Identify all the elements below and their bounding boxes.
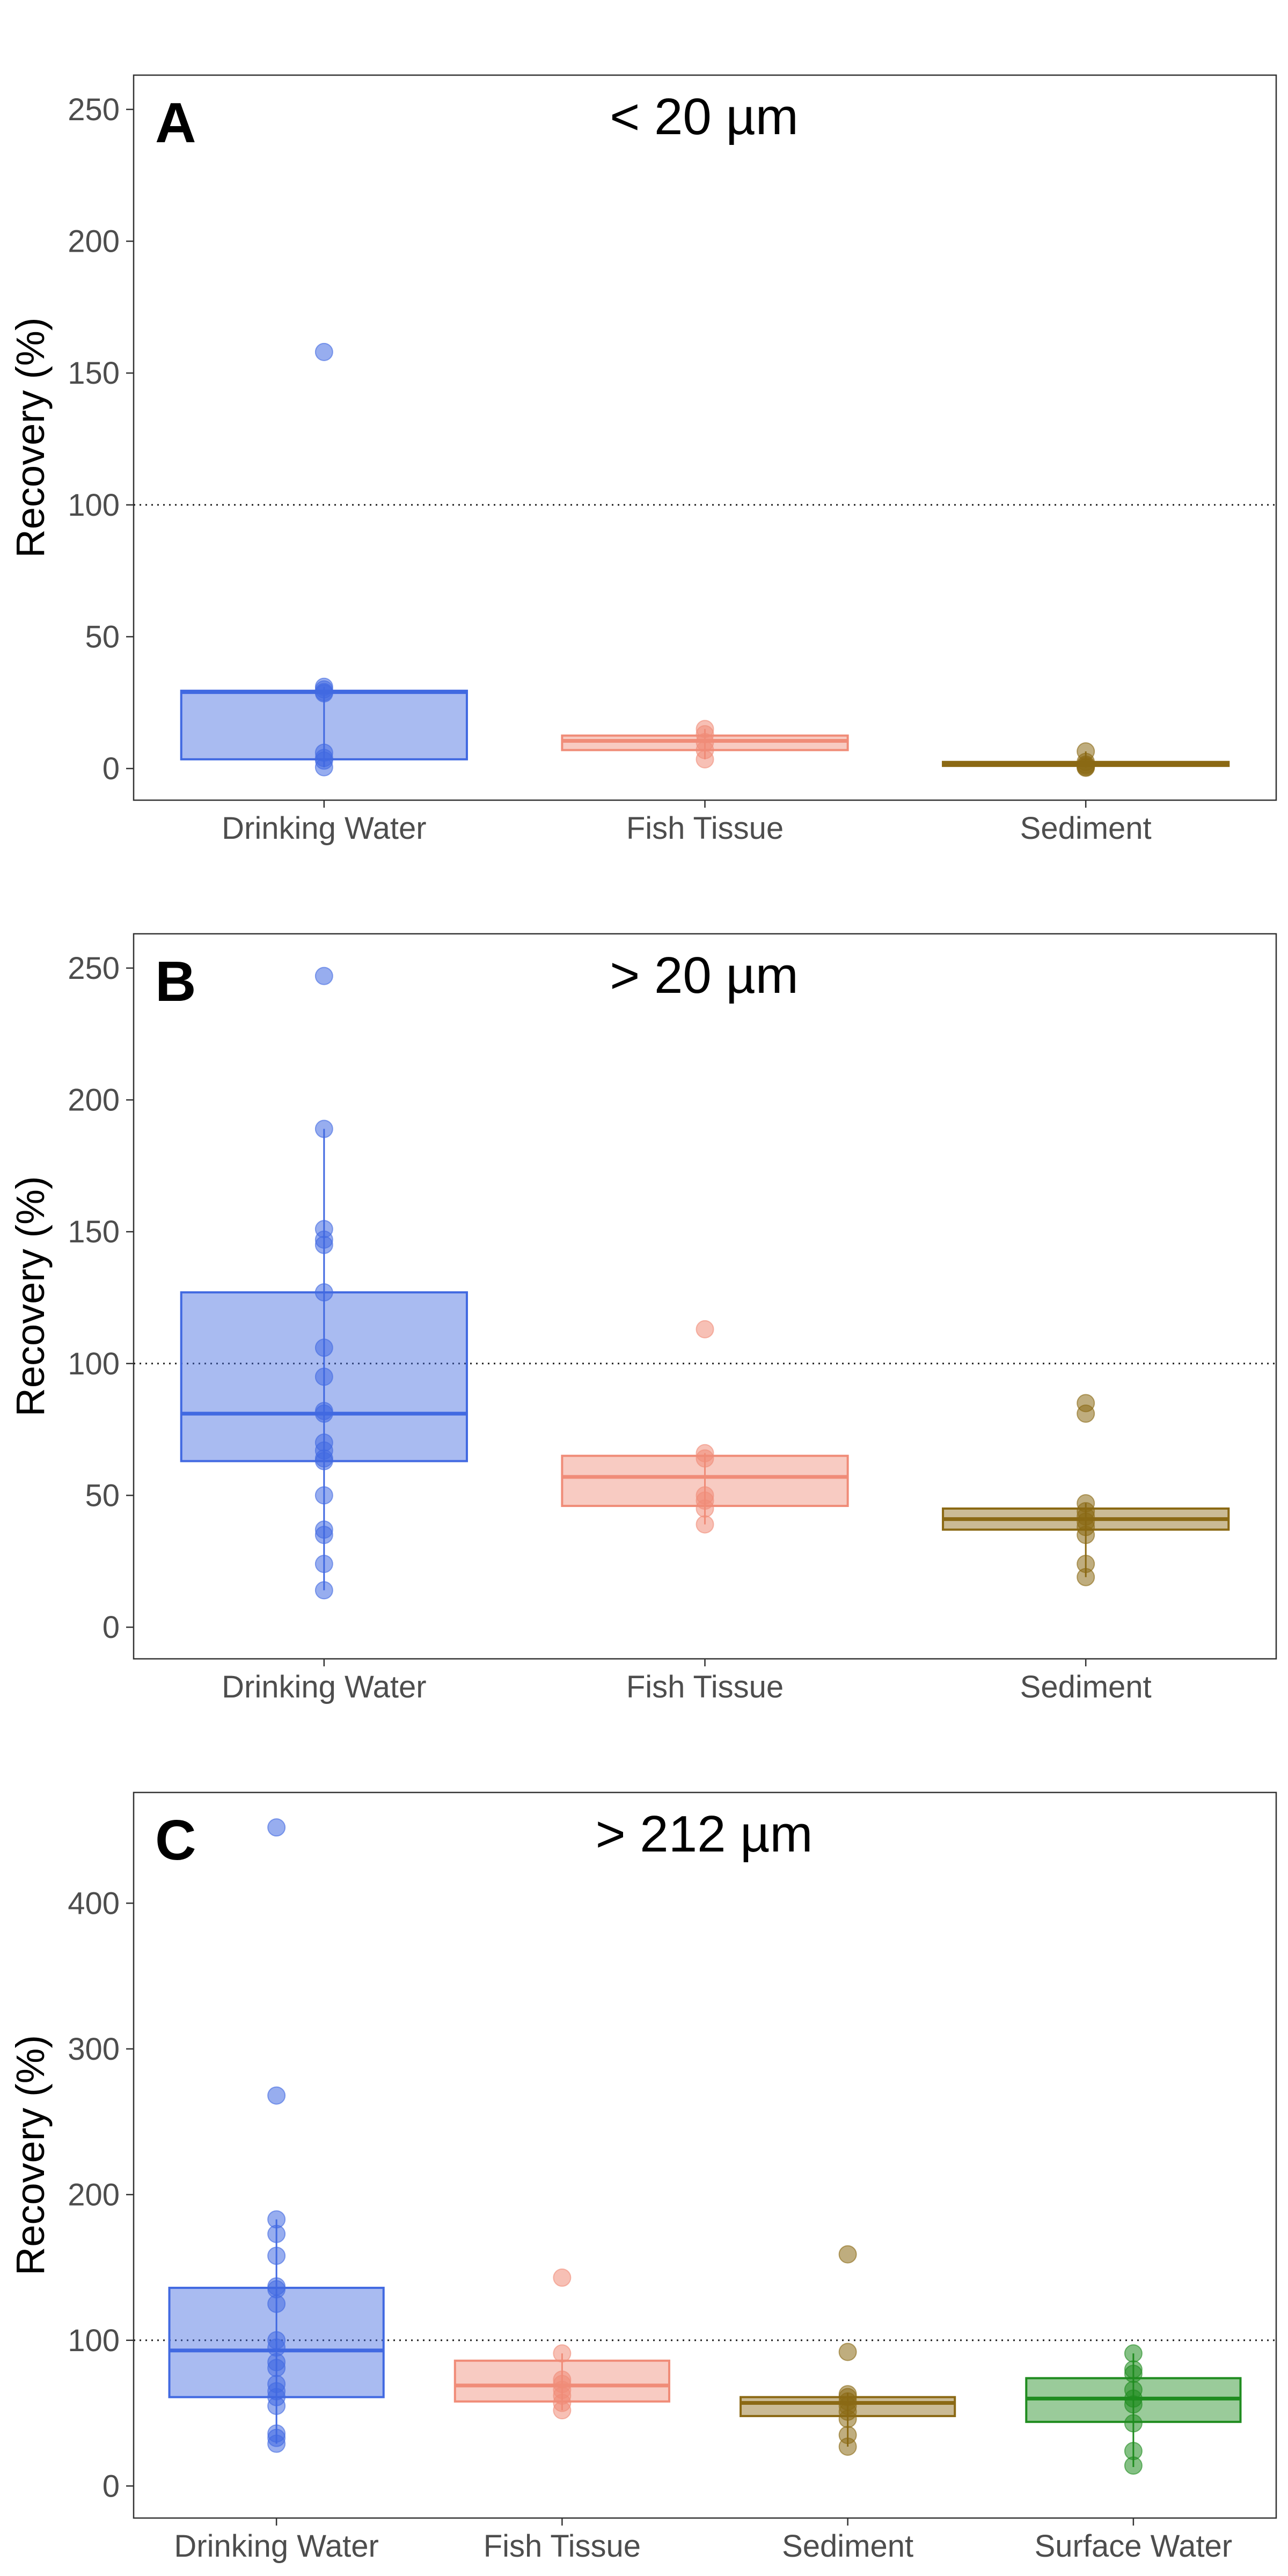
x-tick-label-sediment: Sediment xyxy=(782,2529,913,2564)
data-point xyxy=(696,1499,714,1518)
data-point xyxy=(1124,2456,1143,2475)
data-point xyxy=(314,342,333,361)
data-point xyxy=(696,1449,714,1468)
y-tick-label: 100 xyxy=(68,1346,120,1381)
data-point xyxy=(553,2268,572,2287)
data-point xyxy=(314,1452,333,1470)
box-fish-tissue xyxy=(561,720,849,769)
data-point xyxy=(1077,1404,1095,1423)
data-point xyxy=(696,1320,714,1338)
data-point xyxy=(314,1555,333,1574)
x-tick-label-fish-tissue: Fish Tissue xyxy=(484,2529,641,2564)
data-point xyxy=(838,2437,857,2456)
panel-c: 0 100 200 300 400 Recovery (%) C > 212 µm Drinki… xyxy=(8,1791,1277,2564)
data-point xyxy=(553,2344,572,2363)
data-point xyxy=(838,2245,857,2264)
y-tick-label: 0 xyxy=(103,2469,120,2504)
panel-label: C xyxy=(155,1809,196,1872)
data-point xyxy=(267,2294,286,2313)
box-fish-tissue xyxy=(453,2268,670,2420)
data-point xyxy=(314,1119,333,1138)
data-point xyxy=(314,1235,333,1254)
data-point xyxy=(1077,758,1095,777)
panel-label: B xyxy=(155,950,196,1013)
y-tick-label: 50 xyxy=(85,619,120,654)
x-tick-label-sediment: Sediment xyxy=(1020,811,1152,846)
box-drinking-water xyxy=(168,1818,385,2453)
box-sediment xyxy=(740,2245,956,2456)
data-point xyxy=(314,1338,333,1357)
y-tick-label: 200 xyxy=(68,2177,120,2212)
x-tick-label-fish-tissue: Fish Tissue xyxy=(626,811,784,846)
y-tick-label: 50 xyxy=(85,1478,120,1513)
panel-a: 0 50 100 150 200 250 Recovery (%) A < 20 µm Drink… xyxy=(8,74,1277,846)
data-point xyxy=(1077,1568,1095,1586)
data-point xyxy=(314,1404,333,1423)
y-tick-label: 400 xyxy=(68,1886,120,1921)
y-tick-label: 200 xyxy=(68,1083,120,1118)
data-point xyxy=(1124,2395,1143,2414)
data-point xyxy=(267,2224,286,2243)
y-tick-label: 0 xyxy=(103,751,120,786)
x-tick-label-drinking-water: Drinking Water xyxy=(222,1670,426,1704)
box-drinking-water xyxy=(180,967,468,1600)
y-tick-label: 200 xyxy=(68,224,120,259)
y-tick-label: 0 xyxy=(103,1610,120,1645)
data-point xyxy=(696,1515,714,1534)
box-sediment xyxy=(942,1394,1230,1586)
y-tick-label: 100 xyxy=(68,488,120,523)
data-point xyxy=(1124,2414,1143,2433)
data-point xyxy=(838,2343,857,2361)
data-point xyxy=(1124,2365,1143,2383)
data-point xyxy=(314,1486,333,1505)
y-tick-label: 150 xyxy=(68,356,120,391)
data-point xyxy=(267,2396,286,2415)
x-tick-label-drinking-water: Drinking Water xyxy=(174,2529,378,2564)
data-point xyxy=(696,750,714,769)
y-tick-label: 250 xyxy=(68,92,120,127)
y-tick-label: 300 xyxy=(68,2032,120,2067)
data-point xyxy=(838,2410,857,2428)
box-surface-water xyxy=(1025,2344,1242,2475)
x-tick-label-drinking-water: Drinking Water xyxy=(222,811,426,846)
data-point xyxy=(1124,2344,1143,2363)
y-axis-label: Recovery (%) xyxy=(8,2035,53,2275)
box-drinking-water xyxy=(180,342,468,777)
data-point xyxy=(267,1818,286,1837)
x-tick-label-sediment: Sediment xyxy=(1020,1670,1152,1704)
y-tick-label: 250 xyxy=(68,951,120,986)
y-axis-label: Recovery (%) xyxy=(8,1176,53,1416)
panel-title: > 20 µm xyxy=(610,947,798,1004)
data-point xyxy=(314,1367,333,1386)
data-point xyxy=(267,2434,286,2453)
box-sediment xyxy=(942,742,1230,777)
x-tick-label-surface-water: Surface Water xyxy=(1035,2529,1233,2564)
y-tick-label: 150 xyxy=(68,1214,120,1249)
panel-title: > 212 µm xyxy=(596,1805,813,1863)
data-point xyxy=(314,967,333,985)
data-point xyxy=(314,758,333,777)
data-point xyxy=(267,2086,286,2105)
data-point xyxy=(267,2246,286,2265)
data-point xyxy=(314,1283,333,1302)
x-tick-label-fish-tissue: Fish Tissue xyxy=(626,1670,784,1704)
data-point xyxy=(314,684,333,703)
box-fish-tissue xyxy=(561,1320,849,1534)
panel-b: 0 50 100 150 200 250 Recovery (%) B > 20 µm Drink… xyxy=(8,933,1277,1704)
data-point xyxy=(267,2359,286,2377)
y-axis-label: Recovery (%) xyxy=(8,317,53,558)
data-point xyxy=(1077,1526,1095,1545)
data-point xyxy=(553,2401,572,2420)
data-point xyxy=(314,1581,333,1600)
panel-border xyxy=(133,1791,1277,2519)
panel-title: < 20 µm xyxy=(610,88,798,145)
data-point xyxy=(314,1526,333,1545)
panel-label: A xyxy=(155,91,196,155)
y-tick-label: 100 xyxy=(68,2323,120,2358)
